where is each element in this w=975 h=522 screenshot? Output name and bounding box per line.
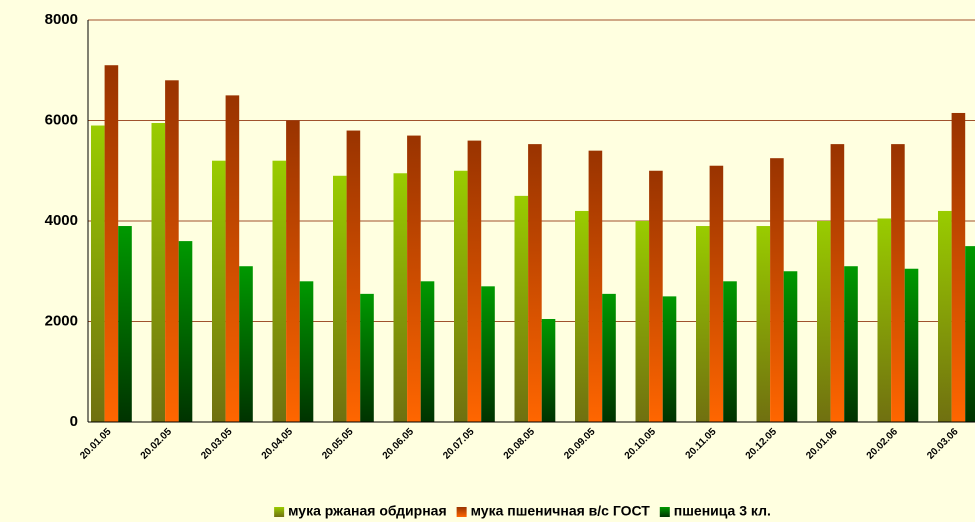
y-tick-label: 0 [70, 413, 78, 430]
x-tick-label: 20.02.06 [865, 426, 901, 462]
bar [723, 281, 737, 422]
bar [407, 135, 421, 422]
x-tick-label: 20.12.05 [744, 426, 780, 462]
bar [635, 221, 650, 422]
bar [225, 95, 240, 422]
legend-label: мука пшеничная в/с ГОСТ [471, 503, 651, 519]
bar [696, 226, 710, 422]
bar [662, 296, 677, 422]
bar [709, 165, 724, 422]
bar [360, 293, 374, 422]
legend-label: мука ржаная обдирная [288, 503, 447, 519]
bar [938, 210, 952, 422]
x-tick-label: 20.03.05 [199, 426, 235, 462]
bar [575, 210, 589, 422]
bar [528, 144, 542, 422]
bar [346, 130, 361, 423]
bar [877, 218, 892, 422]
bar [212, 160, 226, 422]
bar [239, 266, 253, 422]
bar [514, 195, 529, 422]
y-tick-label: 2000 [45, 312, 78, 329]
bar [454, 170, 468, 422]
bar [299, 281, 314, 422]
bar [783, 271, 798, 422]
bar [830, 144, 845, 422]
x-tick-label: 20.11.05 [684, 426, 719, 461]
bar [904, 268, 919, 422]
legend-swatch [659, 507, 670, 517]
bar [393, 173, 408, 422]
bar [951, 112, 966, 423]
bar [756, 226, 771, 422]
bar [272, 160, 287, 422]
bar [965, 246, 975, 422]
legend: мука ржаная обдирная мука пшеничная в/с Г… [274, 503, 771, 519]
y-tick-label: 8000 [45, 11, 78, 28]
x-tick-label: 20.06.05 [381, 426, 417, 462]
legend-swatch [274, 507, 285, 517]
x-tick-label: 20.07.05 [441, 426, 477, 462]
x-tick-label: 20.01.05 [78, 426, 114, 462]
bar [541, 318, 556, 422]
bar [649, 170, 663, 422]
bar [891, 144, 905, 422]
y-tick-label: 6000 [45, 111, 78, 128]
x-tick-label: 20.05.05 [320, 426, 356, 462]
legend-label: пшеница 3 кл. [674, 503, 771, 519]
bar [602, 293, 616, 422]
bar [165, 80, 179, 423]
x-tick-label: 20.03.06 [925, 426, 961, 462]
bar [844, 266, 858, 422]
bar [481, 286, 495, 422]
bar [588, 150, 603, 422]
bar [91, 125, 105, 423]
bar [817, 221, 831, 422]
bar [178, 241, 193, 422]
x-tick-label: 20.04.05 [260, 426, 296, 462]
bar [286, 120, 300, 422]
bar [151, 123, 166, 422]
x-tick-label: 20.01.06 [804, 426, 840, 462]
x-tick-label: 20.08.05 [502, 426, 538, 462]
bar [118, 226, 132, 422]
x-tick-label: 20.10.05 [623, 426, 659, 462]
bar [770, 158, 784, 422]
bar [467, 140, 482, 422]
x-tick-label: 20.02.05 [139, 426, 175, 462]
legend-swatch [456, 507, 467, 517]
bar [333, 175, 347, 422]
bar [104, 65, 119, 422]
x-tick-label: 20.09.05 [562, 426, 598, 462]
y-tick-label: 4000 [45, 212, 78, 229]
bar [420, 281, 435, 422]
